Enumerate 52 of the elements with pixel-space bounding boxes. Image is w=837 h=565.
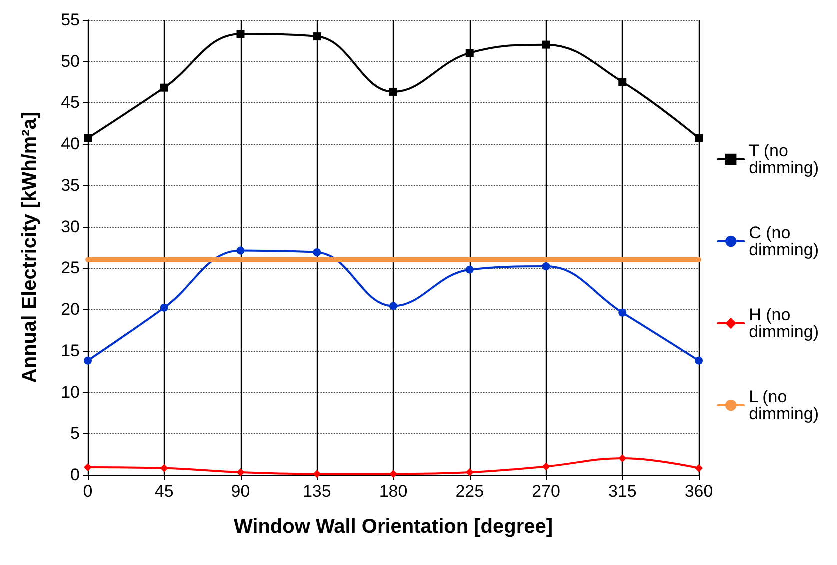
point [84, 134, 92, 142]
x-tick-label: 180 [379, 482, 408, 501]
y-tick-label: 5 [70, 424, 80, 444]
x-tick-label: 315 [608, 482, 637, 501]
y-tick-label: 35 [61, 176, 80, 195]
point [84, 464, 92, 472]
y-tick-label: 50 [61, 52, 80, 71]
y-tick-label: 20 [61, 300, 80, 320]
y-tick-label: 55 [61, 10, 80, 30]
point [160, 464, 168, 472]
point [390, 302, 398, 310]
x-axis-title: Window Wall Orientation [degree] [234, 516, 554, 538]
point [160, 84, 168, 92]
point [695, 464, 703, 472]
point [160, 304, 168, 312]
point [695, 356, 703, 365]
point [695, 134, 703, 142]
point [313, 248, 322, 256]
legend-label: L (no dimming) [749, 388, 820, 424]
legend-label: H (no dimming) [749, 306, 820, 342]
y-tick-label: 40 [61, 134, 80, 154]
x-tick-label: 45 [154, 482, 174, 501]
point [466, 266, 474, 274]
point [618, 454, 627, 462]
y-tick-label: 25 [61, 258, 80, 278]
point [542, 40, 550, 49]
x-tick-label: 135 [302, 482, 332, 501]
point [84, 356, 92, 365]
x-tick-label: 90 [231, 482, 250, 501]
y-tick-label: 45 [61, 93, 80, 112]
point [313, 32, 322, 41]
y-tick-label: 15 [61, 341, 80, 360]
point [236, 468, 245, 477]
point [236, 30, 245, 38]
point [542, 462, 550, 471]
point [618, 308, 627, 317]
legend-label: T (no dimming) [749, 142, 820, 178]
x-tick-label: 0 [83, 482, 93, 501]
x-tick-label: 225 [456, 482, 484, 501]
y-tick-label: 0 [70, 466, 80, 484]
point [236, 246, 245, 255]
point [618, 78, 627, 86]
legend-label: C (no dimming) [749, 224, 820, 260]
point [390, 88, 398, 96]
y-tick-label: 30 [61, 217, 80, 236]
point [466, 49, 474, 58]
x-tick-label: 360 [684, 482, 714, 501]
y-tick-label: 10 [61, 382, 80, 402]
point [466, 468, 474, 477]
point [542, 262, 550, 271]
x-tick-label: 270 [532, 482, 560, 501]
y-axis-title: Annual Electricity [kWh/m²a] [19, 112, 41, 384]
